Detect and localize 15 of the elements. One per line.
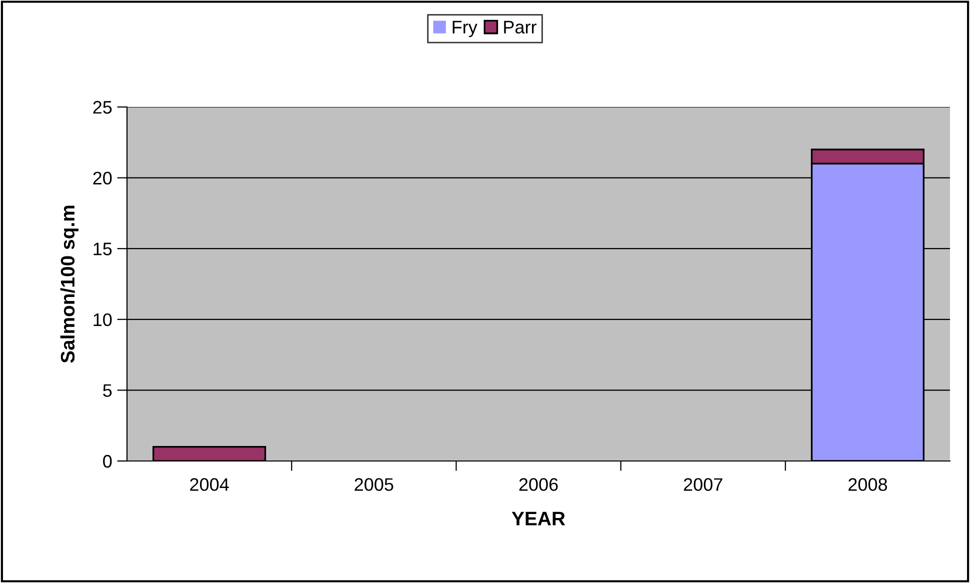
x-tick-label: 2007 — [684, 478, 722, 491]
y-tick-label: 15 — [94, 242, 112, 256]
x-axis-title: YEAR — [512, 512, 566, 526]
legend-label: Fry — [452, 20, 478, 38]
x-tick-label: 2008 — [848, 478, 887, 491]
y-tick-label: 25 — [93, 100, 112, 114]
y-tick-label: 10 — [94, 313, 112, 326]
x-tick-label: 2004 — [190, 478, 229, 491]
x-tick-label: 2005 — [354, 478, 394, 491]
x-tick-label: 2006 — [519, 478, 558, 491]
y-tick-label: 0 — [103, 454, 112, 468]
legend-label: Parr — [504, 20, 536, 34]
y-tick-label: 20 — [93, 172, 112, 185]
y-axis-title: Salmon/100 sq.m — [60, 206, 78, 363]
y-tick-label: 5 — [103, 384, 112, 397]
